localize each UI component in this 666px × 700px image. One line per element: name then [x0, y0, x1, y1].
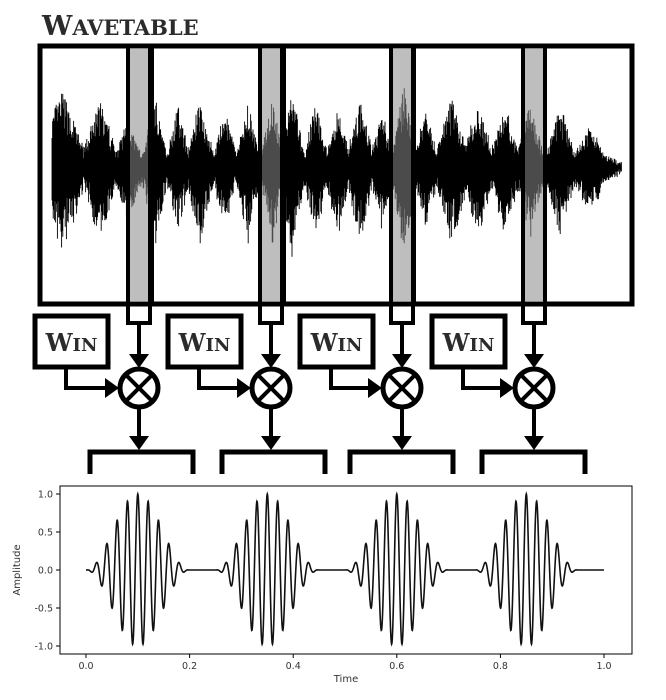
grain-chain-2: WIN	[165, 313, 328, 474]
title: WAVETABLE	[41, 11, 199, 42]
arrow-head-icon	[237, 378, 251, 398]
audio-waveform	[51, 88, 622, 257]
grain-chain-1: WIN	[32, 313, 196, 474]
multiply-x-icon	[256, 373, 286, 403]
grain-highlight	[261, 48, 281, 302]
arrow-head-icon	[392, 354, 412, 368]
arrow-head-icon	[392, 436, 412, 450]
x-tick-label: 0.2	[182, 661, 197, 672]
window-label: WIN	[45, 328, 98, 357]
y-axis-label: Amplitude	[12, 544, 23, 595]
arrow-head-icon	[500, 378, 514, 398]
arrow-head-icon	[368, 378, 382, 398]
grain-chain-3: WIN	[297, 313, 456, 474]
y-tick-label: 1.0	[38, 490, 53, 501]
arrow-head-icon	[524, 354, 544, 368]
arrow-head-icon	[105, 378, 119, 398]
arrow-head-icon	[261, 354, 281, 368]
multiply-x-icon	[124, 373, 154, 403]
window-box	[32, 313, 111, 370]
multiply-x-icon	[387, 373, 417, 403]
y-axis-ticks: 1.0 0.5 0.0 -0.5 -1.0	[34, 490, 60, 653]
x-tick-label: 0.0	[78, 661, 93, 672]
window-signal-line	[461, 367, 503, 390]
window-label: WIN	[442, 328, 495, 357]
x-tick-label: 0.6	[389, 661, 404, 672]
wavetable-waveform	[51, 88, 622, 257]
x-axis-label: Time	[333, 674, 358, 685]
window-box	[165, 313, 244, 370]
grain-highlight	[129, 48, 149, 302]
window-signal-line	[64, 367, 108, 390]
arrow-head-icon	[261, 436, 281, 450]
grain-bracket	[347, 449, 456, 474]
y-tick-label: -0.5	[34, 604, 53, 615]
window-label: WIN	[178, 328, 231, 357]
grain-chain-4: WIN	[429, 313, 588, 474]
grain-highlight	[392, 48, 412, 302]
window-label: WIN	[310, 328, 363, 357]
grain-highlight	[524, 48, 544, 302]
arrow-head-icon	[129, 354, 149, 368]
y-tick-label: 0.0	[38, 566, 53, 577]
arrow-head-icon	[524, 436, 544, 450]
window-box	[297, 313, 376, 370]
multiply-x-icon	[519, 373, 549, 403]
window-signal-line	[197, 367, 240, 390]
grain-series-line	[86, 491, 604, 647]
y-tick-label: -1.0	[34, 642, 53, 653]
x-axis-ticks: 0.0 0.2 0.4 0.6 0.8 1.0	[78, 654, 612, 672]
grain-processing-chain: WIN WIN WIN WIN	[32, 313, 588, 474]
window-signal-line	[329, 367, 371, 390]
x-tick-label: 0.8	[493, 661, 508, 672]
window-box	[429, 313, 508, 370]
y-tick-label: 0.5	[38, 528, 53, 539]
grain-bracket	[87, 449, 196, 474]
wavetable-frame	[37, 43, 635, 307]
x-tick-label: 1.0	[596, 661, 611, 672]
x-tick-label: 0.4	[286, 661, 301, 672]
arrow-head-icon	[129, 436, 149, 450]
grain-output-plot: 0.0 0.2 0.4 0.6 0.8 1.0 1.0 0.5 0.0 -0.5 -1.0 Tim…	[12, 485, 633, 685]
grain-bracket	[479, 449, 588, 474]
grain-bracket	[219, 449, 328, 474]
